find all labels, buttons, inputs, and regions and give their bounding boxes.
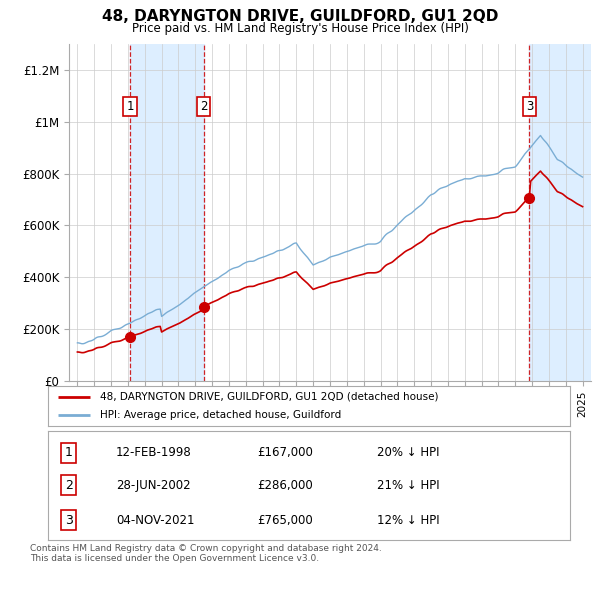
- Text: £765,000: £765,000: [257, 514, 313, 527]
- Text: 48, DARYNGTON DRIVE, GUILDFORD, GU1 2QD: 48, DARYNGTON DRIVE, GUILDFORD, GU1 2QD: [102, 9, 498, 24]
- Text: 28-JUN-2002: 28-JUN-2002: [116, 478, 190, 492]
- Text: 1: 1: [65, 446, 73, 459]
- Text: 04-NOV-2021: 04-NOV-2021: [116, 514, 194, 527]
- Bar: [130, 44, 203, 381]
- Text: 12-FEB-1998: 12-FEB-1998: [116, 446, 191, 459]
- Text: 48, DARYNGTON DRIVE, GUILDFORD, GU1 2QD (detached house): 48, DARYNGTON DRIVE, GUILDFORD, GU1 2QD …: [100, 392, 439, 402]
- Text: £167,000: £167,000: [257, 446, 313, 459]
- Text: 2: 2: [65, 478, 73, 492]
- Text: £286,000: £286,000: [257, 478, 313, 492]
- Text: 3: 3: [65, 514, 73, 527]
- Text: 3: 3: [526, 100, 533, 113]
- Text: Contains HM Land Registry data © Crown copyright and database right 2024.
This d: Contains HM Land Registry data © Crown c…: [30, 544, 382, 563]
- Text: 12% ↓ HPI: 12% ↓ HPI: [377, 514, 439, 527]
- Text: Price paid vs. HM Land Registry's House Price Index (HPI): Price paid vs. HM Land Registry's House …: [131, 22, 469, 35]
- Text: 21% ↓ HPI: 21% ↓ HPI: [377, 478, 439, 492]
- Text: 1: 1: [126, 100, 134, 113]
- Text: HPI: Average price, detached house, Guildford: HPI: Average price, detached house, Guil…: [100, 410, 341, 420]
- Bar: [529, 44, 591, 381]
- Text: 20% ↓ HPI: 20% ↓ HPI: [377, 446, 439, 459]
- Text: 2: 2: [200, 100, 207, 113]
